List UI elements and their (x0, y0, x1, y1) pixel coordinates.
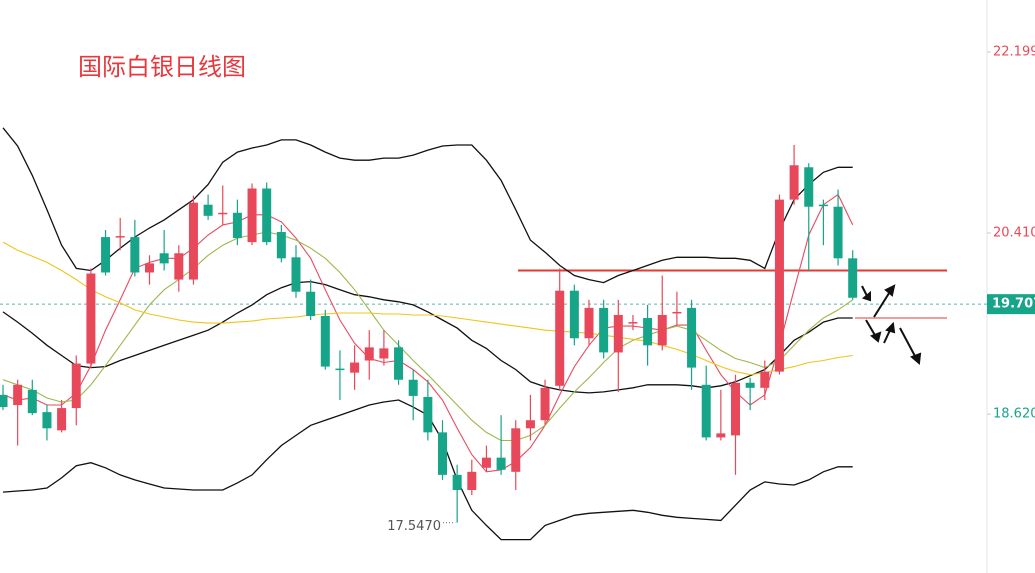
candle-body (481, 457, 491, 468)
candle-body (701, 384, 711, 438)
candle-body (760, 371, 770, 388)
indicator-line (2, 241, 853, 376)
candle-body (408, 379, 418, 396)
candle-body (774, 199, 784, 372)
arrow (899, 327, 917, 359)
candle-body (643, 318, 653, 346)
candle-body (115, 236, 125, 238)
arrow-head (861, 290, 871, 302)
candle-body (247, 188, 257, 243)
candle-body (511, 428, 521, 472)
plot-area (0, 127, 987, 541)
candle-body (291, 257, 301, 292)
candle-body (71, 363, 81, 409)
last-price-tag (987, 294, 1035, 315)
candle-body (379, 348, 389, 359)
candle-body (320, 315, 330, 367)
candle-body (804, 167, 814, 207)
candle-body (848, 258, 858, 298)
candle-body (350, 362, 360, 373)
candle-body (613, 314, 623, 353)
candle-body (145, 263, 154, 273)
candle-body (423, 396, 433, 433)
candle-body (569, 290, 579, 339)
last-price-label: 19.707 (992, 297, 1035, 312)
candle-body (467, 471, 477, 491)
candle-body (657, 314, 667, 346)
candle-body (262, 188, 272, 243)
candle-body (745, 382, 755, 388)
candle-body (789, 165, 799, 200)
candle-body (599, 307, 609, 353)
candle-body (86, 273, 96, 364)
candle-body (628, 322, 638, 324)
candle-body (57, 408, 67, 431)
candle-body (42, 412, 52, 429)
candle-body (687, 307, 697, 368)
candle-body (555, 290, 565, 386)
arrow (861, 285, 868, 297)
candle-body (232, 212, 242, 239)
candle-body (833, 206, 843, 259)
low-label: 17.5470 (387, 519, 441, 534)
indicator-line (2, 231, 854, 442)
indicator-line (2, 280, 853, 394)
candle-body (276, 232, 286, 259)
candle-body (306, 291, 316, 316)
candle-body (159, 253, 169, 264)
candle-body (203, 204, 213, 216)
y-tick-label: 20.410 (993, 226, 1035, 241)
candle-body (525, 420, 535, 429)
candle-body (218, 212, 228, 215)
candle-body (130, 237, 140, 273)
arrow-head (884, 284, 896, 297)
y-tick-label: 18.620 (993, 407, 1035, 422)
chart-title: 国际白银日线图 (78, 53, 246, 81)
y-tick-label: 22.199 (993, 45, 1035, 60)
arrow (873, 289, 892, 318)
candle-body (0, 394, 8, 408)
candle-body (452, 474, 462, 491)
candle-body (438, 432, 447, 475)
candle-body (364, 347, 374, 361)
candle-body (13, 384, 23, 406)
candle-body (540, 387, 550, 421)
indicator-line (2, 127, 853, 284)
arrows (861, 284, 922, 365)
candle-body (818, 204, 828, 207)
candle-body (394, 347, 404, 380)
arrow-head (910, 352, 922, 365)
candle-body (716, 433, 726, 438)
arrow-head (870, 331, 882, 343)
candle-body (672, 311, 682, 314)
candle-body (27, 389, 37, 414)
candle-body (335, 368, 345, 371)
arrow-head (885, 321, 896, 334)
candle-body (174, 253, 184, 280)
candle-body (584, 307, 594, 339)
candle-body (731, 382, 740, 436)
candle-body (188, 202, 198, 280)
candle-body (496, 457, 506, 470)
candle-body (101, 237, 111, 273)
